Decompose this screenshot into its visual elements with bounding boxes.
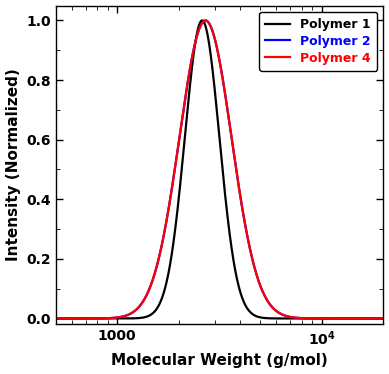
Polymer 1 bbox=[33, 316, 37, 321]
Polymer 4 bbox=[199, 22, 204, 26]
Y-axis label: Intensity (Normalized): Intensity (Normalized) bbox=[5, 68, 21, 261]
Polymer 4 bbox=[33, 316, 37, 321]
Polymer 1 bbox=[176, 200, 180, 204]
Polymer 2 bbox=[176, 142, 180, 147]
Line: Polymer 1: Polymer 1 bbox=[0, 21, 389, 319]
Polymer 2 bbox=[199, 22, 204, 26]
Polymer 4 bbox=[176, 142, 180, 147]
Polymer 1 bbox=[64, 316, 69, 321]
Polymer 2 bbox=[33, 316, 37, 321]
Polymer 4 bbox=[64, 316, 69, 321]
Polymer 1 bbox=[199, 18, 204, 23]
Polymer 4 bbox=[203, 18, 208, 23]
Legend: Polymer 1, Polymer 2, Polymer 4: Polymer 1, Polymer 2, Polymer 4 bbox=[259, 12, 377, 71]
X-axis label: Molecular Weight (g/mol): Molecular Weight (g/mol) bbox=[111, 353, 328, 368]
Polymer 2 bbox=[64, 316, 69, 321]
Line: Polymer 2: Polymer 2 bbox=[0, 21, 389, 319]
Line: Polymer 4: Polymer 4 bbox=[0, 21, 389, 319]
Polymer 2 bbox=[203, 18, 208, 23]
Polymer 1 bbox=[200, 18, 205, 23]
